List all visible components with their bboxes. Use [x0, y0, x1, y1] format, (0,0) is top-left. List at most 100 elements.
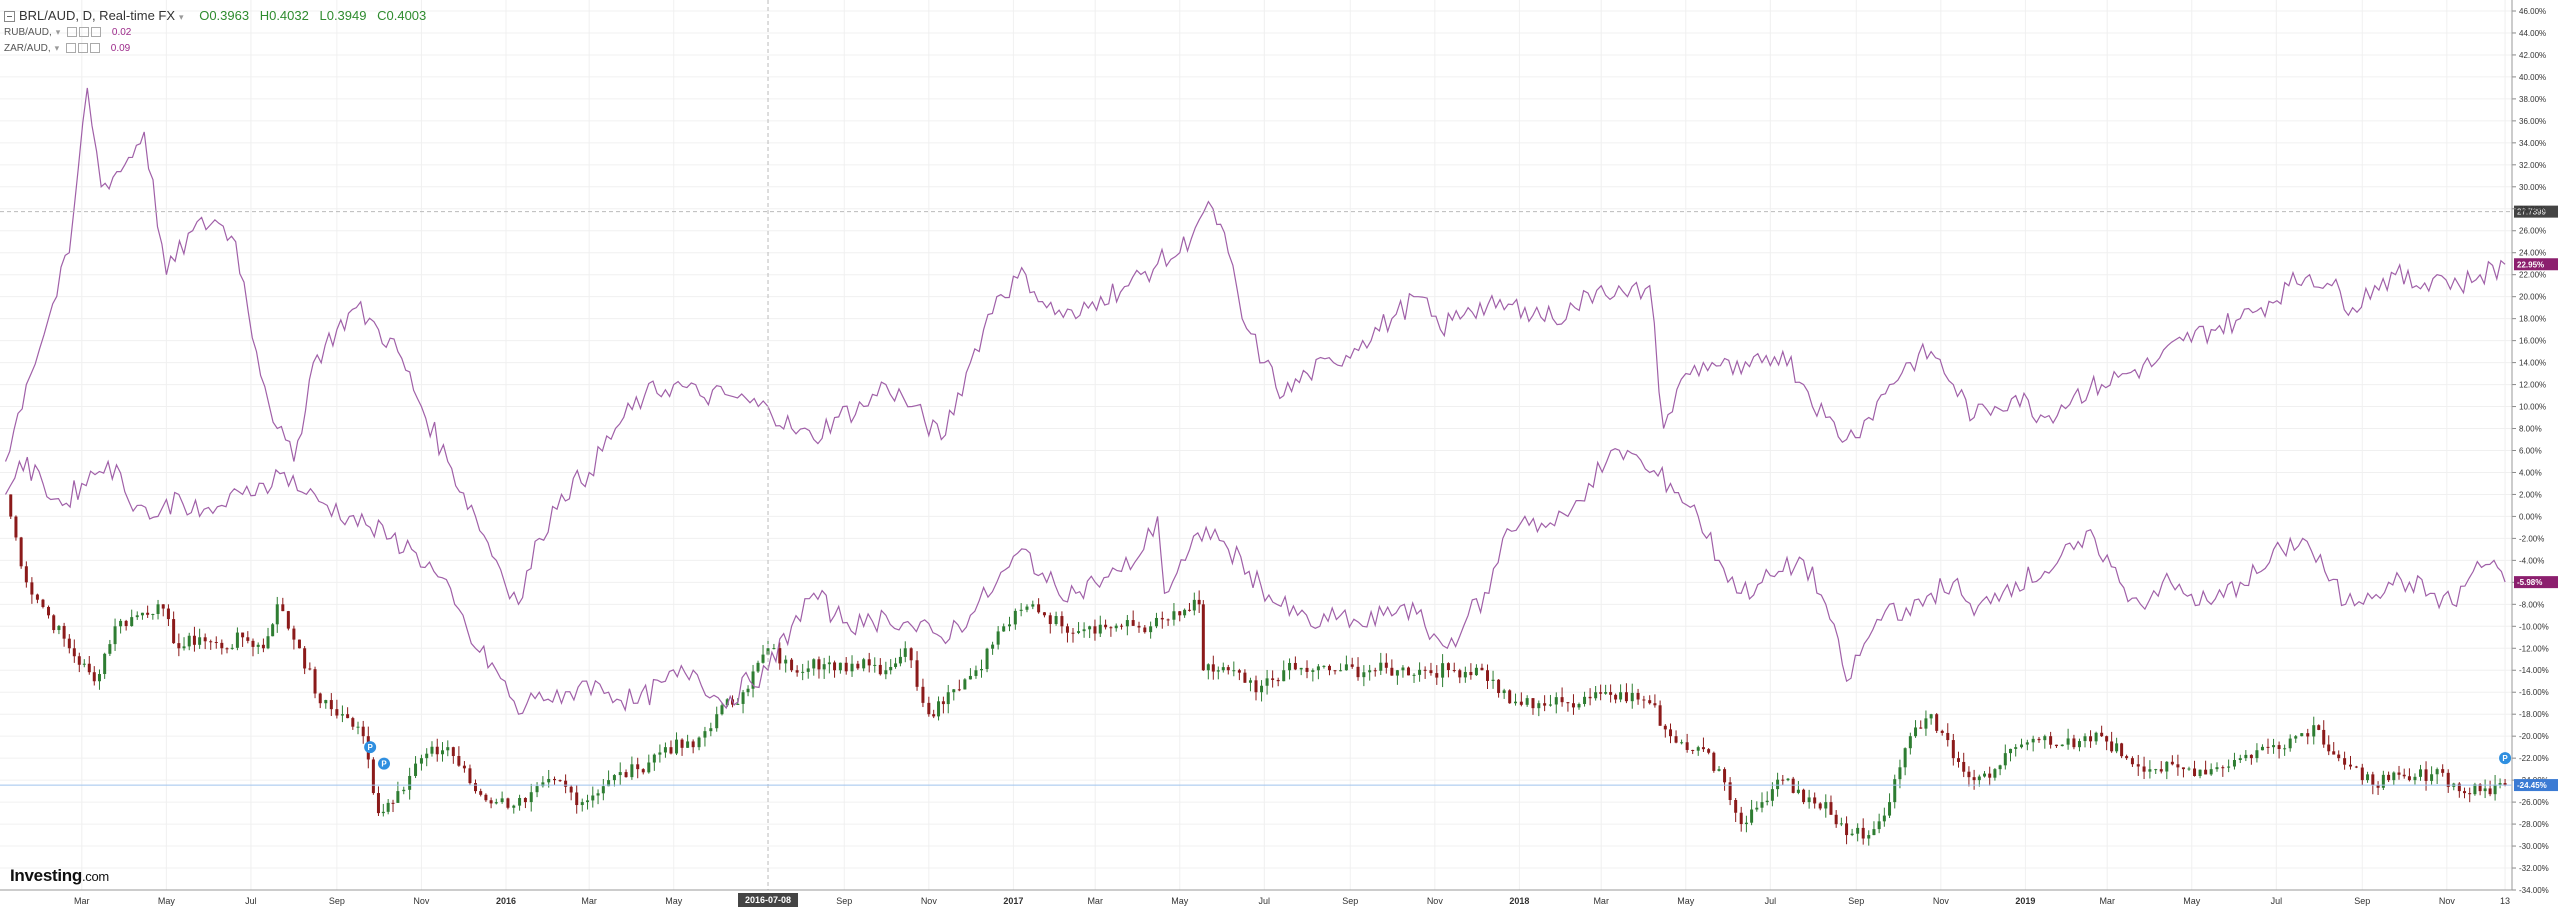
- last-value-badge: [2514, 576, 2558, 589]
- candle-body: [1288, 662, 1292, 671]
- candle-body: [356, 726, 360, 728]
- logo-suffix: .com: [81, 869, 109, 884]
- chevron-down-icon[interactable]: ▾: [55, 27, 61, 37]
- candle-body: [1604, 692, 1608, 694]
- candle-body: [915, 660, 919, 687]
- candle-body: [2493, 784, 2497, 795]
- x-tick-label: Mar: [2099, 896, 2115, 906]
- chevron-down-icon[interactable]: ▾: [179, 12, 184, 22]
- candle-body: [2277, 745, 2281, 750]
- settings-icon[interactable]: [67, 27, 78, 38]
- candle-body: [909, 648, 913, 661]
- hide-icon[interactable]: [79, 27, 90, 38]
- compare-row-rub[interactable]: RUB/AUD, ▾ 0.02: [4, 24, 433, 40]
- candle-body: [636, 764, 640, 770]
- candle-body: [1908, 736, 1912, 749]
- candle-body: [1232, 670, 1236, 672]
- y-tick-label: -22.00%: [2519, 754, 2549, 763]
- candle-body: [1588, 696, 1592, 699]
- candle-body: [2260, 746, 2264, 751]
- candle-body: [1893, 779, 1897, 803]
- x-tick-label: May: [2183, 896, 2201, 906]
- candle-body: [2483, 788, 2487, 792]
- main-symbol-row[interactable]: BRL/AUD, D, Real-time FX ▾ O0.3963 H0.403…: [4, 8, 433, 24]
- y-tick-label: -20.00%: [2519, 732, 2549, 741]
- candle-body: [113, 626, 117, 645]
- candle-body: [1480, 667, 1484, 671]
- chevron-down-icon[interactable]: ▾: [54, 43, 60, 53]
- candle-body: [235, 632, 239, 648]
- candle-body: [884, 670, 888, 675]
- candle-body: [462, 765, 466, 769]
- candle-body: [41, 599, 45, 607]
- candle-body: [741, 692, 745, 704]
- candle-body: [1519, 701, 1523, 705]
- compare-row-zar[interactable]: ZAR/AUD, ▾ 0.09: [4, 40, 433, 56]
- x-tick-label: Jul: [1259, 896, 1271, 906]
- candle-body: [2397, 772, 2401, 775]
- candle-body: [1243, 672, 1247, 683]
- settings-icon[interactable]: [65, 43, 76, 54]
- candle-body: [1531, 698, 1535, 709]
- candle-body: [225, 648, 229, 650]
- candle-body: [1674, 736, 1678, 743]
- candle-body: [1071, 632, 1075, 634]
- y-tick-label: -4.00%: [2519, 556, 2544, 565]
- candle-body: [1339, 670, 1343, 672]
- candle-body: [1919, 727, 1923, 729]
- candle-body: [2043, 736, 2047, 741]
- candle-body: [715, 714, 719, 729]
- remove-icon[interactable]: [91, 27, 102, 38]
- candle-body: [1813, 797, 1817, 804]
- event-marker-label: P: [381, 760, 387, 769]
- x-tick-label: Mar: [581, 896, 597, 906]
- investing-logo[interactable]: Investing.com: [10, 866, 109, 886]
- x-tick-label: 13: [2500, 896, 2510, 906]
- candle-body: [1120, 625, 1124, 627]
- candle-body: [778, 648, 782, 664]
- y-tick-label: -32.00%: [2519, 864, 2549, 873]
- candle-body: [1160, 617, 1164, 620]
- candle-body: [2159, 769, 2163, 772]
- open-value: O0.3963: [199, 8, 250, 23]
- candle-body: [1755, 807, 1759, 810]
- candle-body: [2072, 738, 2076, 748]
- candle-body: [441, 750, 445, 755]
- candle-body: [1898, 767, 1902, 780]
- candle-body: [474, 783, 478, 792]
- price-labels: -24.45%22.95%-5.98%PPP: [0, 258, 2558, 792]
- candle-body: [1940, 730, 1944, 733]
- candle-body: [1839, 823, 1843, 825]
- candle-body: [580, 802, 584, 806]
- candle-body: [62, 625, 66, 639]
- candle-body: [246, 637, 250, 641]
- candle-body: [618, 772, 622, 776]
- candle-body: [391, 802, 395, 804]
- chart-grid: [0, 0, 2512, 891]
- candle-body: [2060, 744, 2064, 747]
- x-tick-label: 2019: [2015, 896, 2035, 906]
- remove-icon[interactable]: [89, 43, 100, 54]
- candle-body: [558, 780, 562, 782]
- last-value-badge: [2514, 779, 2558, 792]
- candle-body: [1717, 769, 1721, 771]
- x-tick-label: Jul: [2271, 896, 2283, 906]
- hide-icon[interactable]: [77, 43, 88, 54]
- candle-body: [658, 752, 662, 755]
- candle-body: [1796, 789, 1800, 793]
- candle-body: [1237, 670, 1241, 673]
- candle-body: [1248, 680, 1252, 683]
- candle-body: [2014, 747, 2018, 749]
- candle-body: [1929, 714, 1933, 719]
- candle-body: [303, 648, 307, 669]
- candle-body: [2154, 769, 2158, 771]
- candle-body: [203, 637, 207, 642]
- candle-body: [2232, 760, 2236, 767]
- candle-body: [812, 659, 816, 669]
- candle-body: [946, 692, 950, 705]
- candle-body: [1276, 679, 1280, 682]
- collapse-icon[interactable]: [4, 11, 15, 23]
- y-tick-label: -12.00%: [2519, 644, 2549, 653]
- candle-body: [1566, 702, 1570, 704]
